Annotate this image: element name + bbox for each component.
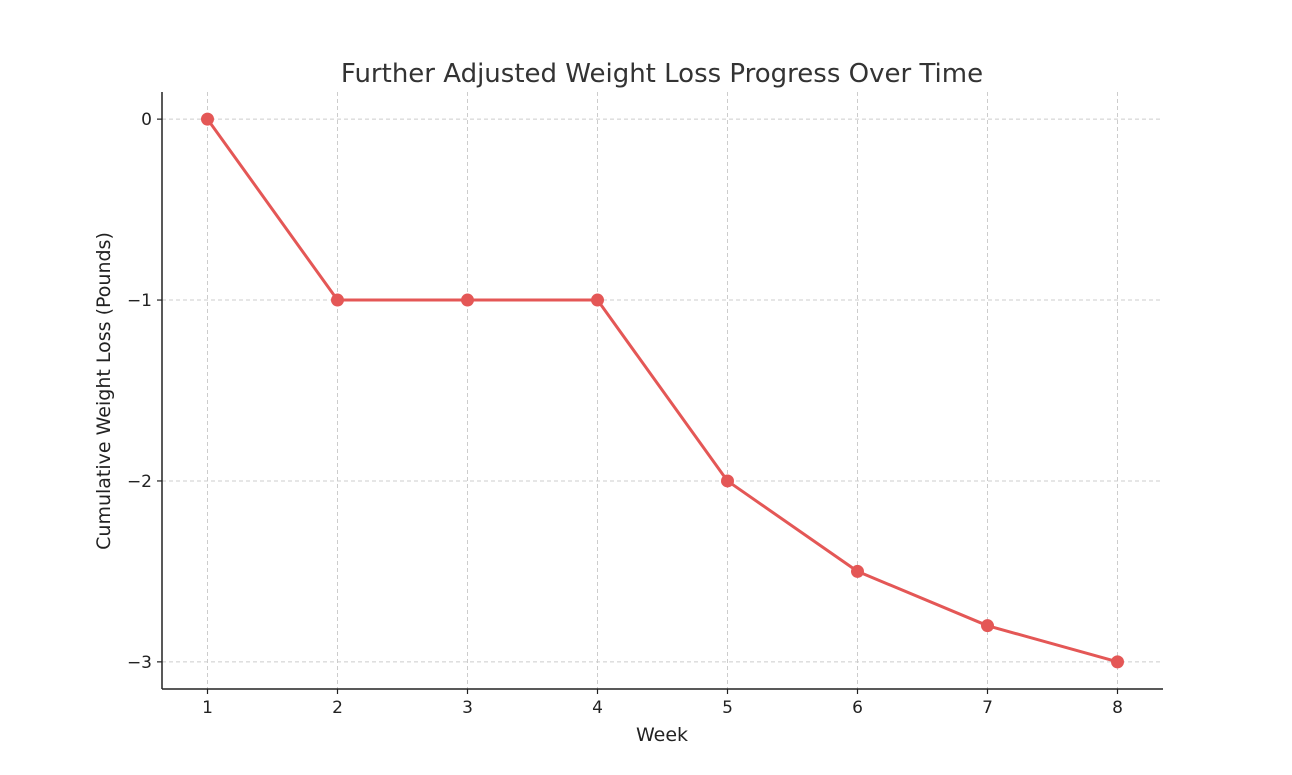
x-tick-label: 6: [852, 698, 863, 718]
data-point: [1111, 655, 1124, 669]
data-point: [981, 619, 994, 633]
x-tick-label: 7: [982, 698, 993, 718]
chart-title: Further Adjusted Weight Loss Progress Ov…: [341, 59, 983, 89]
data-point: [591, 293, 604, 307]
series-line: [206, 118, 1118, 664]
data-series: [201, 112, 1124, 669]
x-tick-label: 1: [202, 698, 213, 718]
data-point: [201, 112, 214, 126]
y-tick-label: −2: [127, 472, 152, 492]
data-point: [461, 293, 474, 307]
y-tick-label: −3: [127, 653, 152, 673]
tick-labels: 1 2 3 4 5 6 7 8 0 −1 −2 −3: [127, 110, 1123, 718]
y-axis-label: Cumulative Weight Loss (Pounds): [93, 232, 115, 550]
grid-lines: [162, 92, 1163, 689]
data-point: [721, 474, 734, 488]
x-tick-label: 3: [462, 698, 473, 718]
data-point: [851, 564, 864, 578]
y-tick-label: −1: [127, 291, 152, 311]
data-point: [331, 293, 344, 307]
x-tick-label: 4: [592, 698, 603, 718]
x-axis-label: Week: [636, 724, 688, 746]
x-tick-label: 8: [1112, 698, 1123, 718]
axes: [161, 92, 1163, 690]
x-tick-label: 5: [722, 698, 733, 718]
y-tick-label: 0: [141, 110, 152, 130]
x-tick-label: 2: [332, 698, 343, 718]
